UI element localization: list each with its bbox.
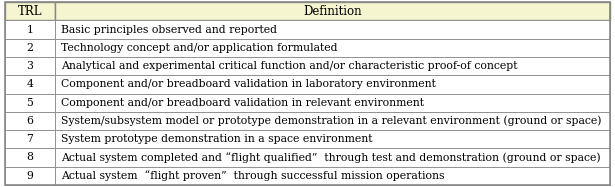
Bar xyxy=(5,39,55,57)
Text: 7: 7 xyxy=(26,134,33,144)
Text: 9: 9 xyxy=(26,171,33,181)
Text: Definition: Definition xyxy=(303,5,362,18)
Bar xyxy=(5,148,55,166)
Bar xyxy=(5,166,55,185)
Bar xyxy=(55,2,610,21)
Text: Technology concept and/or application formulated: Technology concept and/or application fo… xyxy=(61,43,337,53)
Text: Actual system completed and “flight qualified”  through test and demonstration (: Actual system completed and “flight qual… xyxy=(61,152,600,163)
Text: Analytical and experimental critical function and/or characteristic proof-of con: Analytical and experimental critical fun… xyxy=(61,61,517,71)
Text: TRL: TRL xyxy=(17,5,42,18)
Bar xyxy=(55,21,610,39)
Bar xyxy=(55,94,610,112)
Bar xyxy=(5,94,55,112)
Bar xyxy=(55,75,610,94)
Text: Component and/or breadboard validation in laboratory environment: Component and/or breadboard validation i… xyxy=(61,79,435,89)
Bar xyxy=(55,130,610,148)
Text: 3: 3 xyxy=(26,61,33,71)
Bar xyxy=(5,21,55,39)
Bar xyxy=(5,75,55,94)
Bar xyxy=(55,112,610,130)
Bar xyxy=(5,130,55,148)
Text: Component and/or breadboard validation in relevant environment: Component and/or breadboard validation i… xyxy=(61,98,424,108)
Text: 6: 6 xyxy=(26,116,33,126)
Text: Actual system  “flight proven”  through successful mission operations: Actual system “flight proven” through su… xyxy=(61,170,444,181)
Bar xyxy=(5,57,55,75)
Bar xyxy=(55,57,610,75)
Text: 5: 5 xyxy=(26,98,33,108)
Bar xyxy=(5,112,55,130)
Text: System prototype demonstration in a space environment: System prototype demonstration in a spac… xyxy=(61,134,372,144)
Text: 2: 2 xyxy=(26,43,33,53)
Bar xyxy=(5,2,55,21)
Text: 4: 4 xyxy=(26,79,33,89)
Bar xyxy=(55,148,610,166)
Text: System/subsystem model or prototype demonstration in a relevant environment (gro: System/subsystem model or prototype demo… xyxy=(61,116,601,126)
Bar xyxy=(55,39,610,57)
Text: Basic principles observed and reported: Basic principles observed and reported xyxy=(61,25,277,35)
Text: 1: 1 xyxy=(26,25,33,35)
Bar xyxy=(55,166,610,185)
Text: 8: 8 xyxy=(26,152,33,162)
